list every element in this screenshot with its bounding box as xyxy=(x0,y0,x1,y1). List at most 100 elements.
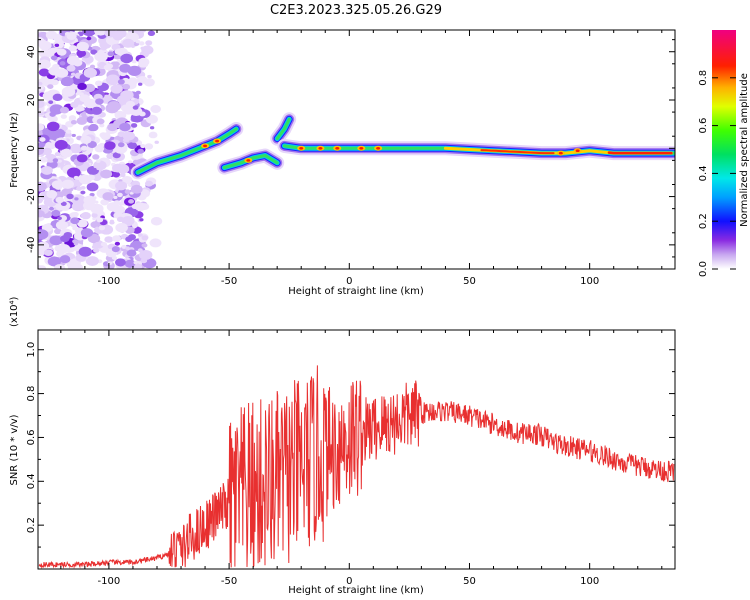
spectrogram-noise-blob xyxy=(73,242,79,246)
spectrogram-noise-blob xyxy=(63,231,73,239)
spectrogram-noise-blob xyxy=(137,148,145,154)
spectrogram-noise-blob xyxy=(119,172,126,178)
spectrogram-noise-blob xyxy=(132,159,140,165)
spectrogram-noise-blob xyxy=(138,82,143,86)
spectrogram-noise-blob xyxy=(49,235,63,246)
spectrogram-noise-blob xyxy=(49,111,56,117)
spectrogram-noise-blob xyxy=(107,261,113,266)
snr-x-ticks: -100 -50 0 50 100 xyxy=(60,330,663,587)
spectrogram-noise-blob xyxy=(73,175,79,180)
spectrogram-noise-blob xyxy=(90,49,98,55)
spectrogram-ridge xyxy=(275,117,291,141)
spectrogram-noise-blob xyxy=(141,30,146,33)
spectrogram-noise-blob xyxy=(92,154,100,160)
spectrogram-noise-blob xyxy=(54,139,68,150)
spectrogram-noise-blob xyxy=(58,244,71,254)
spectrogram-noise-blob xyxy=(138,249,153,261)
spectrogram-ridge xyxy=(222,154,279,170)
spectrogram-noise-blob xyxy=(113,200,121,206)
spectrogram-y-tick-label: 20 xyxy=(26,94,37,107)
spectrogram-noise-blob xyxy=(137,248,143,253)
spectrogram-noise-blob xyxy=(131,59,137,64)
spectrogram-noise-blob xyxy=(100,241,108,247)
spectrogram-noise-blob xyxy=(105,74,120,86)
spectrogram-hotspot-core xyxy=(335,146,340,150)
spectrogram-noise-blob xyxy=(119,63,132,73)
spectrogram-x-tick-label: 50 xyxy=(463,276,476,287)
spectrogram-noise-blob xyxy=(55,220,69,230)
spectrogram-noise-blob xyxy=(114,48,124,55)
colorbar-tick-label: 0.2 xyxy=(698,213,709,229)
spectrogram-noise-blob xyxy=(114,110,122,117)
spectrogram-noise-blob xyxy=(96,159,101,163)
spectrogram-noise-blob xyxy=(79,94,90,103)
colorbar-ticks: 0.0 0.2 0.4 0.6 0.8 xyxy=(698,70,736,277)
spectrogram-noise-blob xyxy=(38,68,50,77)
spectrogram-y-axis-label: Frequency (Hz) xyxy=(9,112,20,188)
spectrogram-noise-blob xyxy=(70,101,79,108)
spectrogram-noise-blob xyxy=(66,32,77,41)
spectrogram-noise-blob xyxy=(112,171,121,178)
snr-x-tick-label: -100 xyxy=(98,576,121,587)
snr-y-ticks: 0.2 0.4 0.6 0.8 1.0 xyxy=(26,342,675,548)
spectrogram-noise-blob xyxy=(38,100,45,108)
spectrogram-y-tick-label: 0 xyxy=(26,145,37,151)
spectrogram-noise-blob xyxy=(86,182,99,192)
spectrogram-noise-blob xyxy=(106,63,114,69)
spectrogram-noise-blob xyxy=(133,263,143,269)
snr-y-axis-label: SNR (10 * v/v) xyxy=(9,414,20,485)
spectrogram-noise-blob xyxy=(86,36,92,41)
spectrogram-noise-blob xyxy=(55,68,69,78)
spectrogram-noise-blob xyxy=(68,115,77,121)
spectrogram-noise-blob xyxy=(86,195,93,201)
spectrogram-noise-blob xyxy=(91,106,103,115)
spectrogram-noise-blob xyxy=(140,258,148,264)
spectrogram-noise-blob xyxy=(78,174,92,185)
spectrogram-noise-blob xyxy=(104,236,114,243)
spectrogram-noise-blob xyxy=(100,132,111,141)
spectrogram-noise-blob xyxy=(39,48,52,59)
colorbar-tick-label: 0.4 xyxy=(698,165,709,181)
spectrogram-noise-blob xyxy=(85,256,99,266)
spectrogram-noise-blob xyxy=(39,156,48,163)
spectrogram-ridge-core xyxy=(607,151,673,155)
spectrogram-noise-blob xyxy=(51,128,66,139)
spectrogram-hotspot-core xyxy=(299,146,304,150)
spectrogram-noise-blob xyxy=(94,241,101,246)
spectrogram-noise-blob xyxy=(71,201,85,212)
spectrogram-noise-blob xyxy=(133,260,139,265)
spectrogram-noise-blob xyxy=(117,79,125,85)
snr-y-tick-label: 0.2 xyxy=(26,517,37,533)
snr-panel: -100 -50 0 50 100 0.2 0.4 0.6 0.8 1.0 Height of … xyxy=(9,296,676,596)
spectrogram-noise-blob xyxy=(111,246,120,253)
spectrogram-noise-blob xyxy=(80,145,88,151)
spectrogram-noise-blob xyxy=(140,144,146,149)
spectrogram-noise-blob xyxy=(54,228,62,235)
spectrogram-ridge-core xyxy=(480,149,555,155)
spectrogram-noise-blob xyxy=(124,259,136,268)
spectrogram-noise-blob xyxy=(38,36,45,47)
spectrogram-noise-blob xyxy=(61,86,76,97)
spectrogram-noise-blob xyxy=(51,116,58,121)
spectrogram-noise-blob xyxy=(149,126,155,130)
spectrogram-x-axis-label: Height of straight line (km) xyxy=(288,286,424,297)
spectrogram-noise-blob xyxy=(147,30,156,37)
spectrogram-noise-blob xyxy=(47,116,52,121)
spectrogram-x-tick-label: 0 xyxy=(346,276,352,287)
spectrogram-noise-blob xyxy=(125,246,131,251)
spectrogram-noise-blob xyxy=(130,184,143,194)
spectrogram-noise-blob xyxy=(72,211,79,217)
spectrogram-noise-blob xyxy=(71,133,76,138)
spectrogram-noise-blob xyxy=(147,74,152,79)
spectrogram-noise-blob xyxy=(51,79,59,86)
spectrogram-noise-blob xyxy=(72,59,83,67)
spectrogram-noise-blob xyxy=(60,106,69,114)
spectrogram-noise-blob xyxy=(96,118,105,125)
spectrogram-y-tick-label: -20 xyxy=(26,188,37,204)
spectrogram-hotspot-core xyxy=(318,146,323,150)
spectrogram-noise-blob xyxy=(115,222,129,233)
colorbar-label: Normalized spectral amplitude xyxy=(739,73,750,227)
spectrogram-noise-blob xyxy=(41,165,53,175)
spectrogram-noise-blob xyxy=(49,104,64,115)
spectrogram-noise-blob xyxy=(80,228,94,238)
